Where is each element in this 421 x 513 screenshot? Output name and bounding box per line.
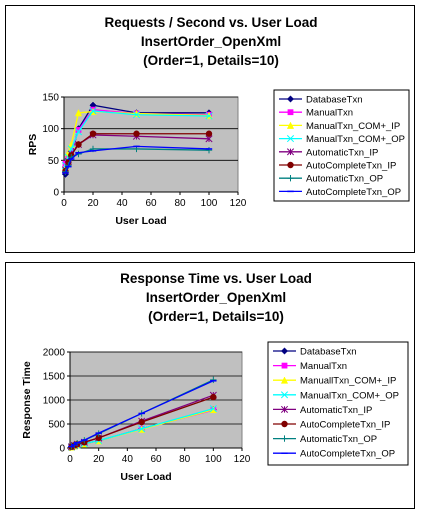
x-tick-label: 20 (87, 198, 99, 209)
y-tick-label: 150 (42, 93, 59, 104)
x-tick-label: 40 (116, 198, 128, 209)
y-tick-label: 50 (48, 156, 60, 167)
x-tick-label: 80 (174, 198, 186, 209)
y-tick-label: 100 (42, 124, 59, 135)
legend-box (273, 89, 410, 202)
legend-marker (286, 121, 295, 129)
legend-box (267, 341, 409, 466)
legend-marker (280, 347, 289, 355)
legend-marker (287, 175, 294, 182)
legend-marker (287, 161, 294, 169)
rps-chart-frame: Requests / Second vs. User Load InsertOrd… (5, 5, 415, 253)
data-point (138, 418, 145, 426)
legend-entry-label: ManualTxn (300, 361, 347, 372)
data-point (95, 434, 102, 442)
y-tick-label: 0 (53, 188, 59, 199)
data-point (74, 128, 83, 136)
data-point (75, 141, 82, 148)
data-point (75, 127, 82, 133)
data-point (210, 376, 217, 384)
legend-entry-label: AutomaticTxn_OP (300, 434, 377, 445)
y-axis-label: Response Time (21, 361, 33, 439)
legend-entry-label: AutomaticTxn_IP (300, 405, 372, 416)
y-tick-label: 500 (48, 420, 65, 431)
x-tick-label: 0 (61, 198, 67, 209)
data-point (205, 112, 213, 120)
x-axis-label: User Load (120, 471, 171, 483)
rps-chart: Requests / Second vs. User Load InsertOrd… (27, 15, 410, 227)
legend-entry-label: DatabaseTxn (306, 95, 363, 106)
x-tick-label: 60 (150, 454, 162, 465)
legend-entry-label: ManualTxn_COM+_OP (306, 134, 405, 145)
legend-marker (287, 109, 294, 116)
chart-title-line: (Order=1, Details=10) (148, 309, 284, 324)
legend-marker (286, 148, 295, 156)
chart-title-line: (Order=1, Details=10) (143, 53, 279, 68)
legend-entry-label: AutoCompleteTxn_OP (306, 187, 401, 198)
legend-entry-label: DatabaseTxn (300, 347, 357, 358)
y-axis-label: RPS (27, 134, 39, 156)
response-time-chart-frame: Response Time vs. User Load InsertOrder_O… (5, 262, 415, 509)
y-tick-label: 1000 (43, 396, 66, 407)
y-tick-label: 1500 (43, 372, 66, 383)
x-tick-label: 100 (205, 454, 222, 465)
x-tick-label: 60 (145, 198, 157, 209)
y-tick-label: 0 (59, 444, 65, 455)
y-tick-label: 2000 (43, 348, 66, 359)
legend-marker (286, 135, 295, 143)
x-axis-label: User Load (115, 215, 166, 227)
data-point (209, 405, 217, 413)
x-tick-label: 120 (230, 198, 247, 209)
legend-entry-label: ManualTxn_COM+_IP (306, 121, 400, 132)
data-point (74, 109, 83, 117)
legend-entry-label: ManualTxn (306, 108, 353, 119)
x-tick-label: 0 (67, 454, 73, 465)
data-point (138, 425, 146, 433)
legend-entry-label: AutomaticTxn_IP (306, 147, 378, 158)
chart-title-line: Response Time vs. User Load (120, 271, 312, 286)
data-point (205, 130, 213, 137)
legend-entry-label: AutoCompleteTxn_IP (306, 161, 396, 172)
legend-marker (280, 405, 289, 413)
chart-title-line: Requests / Second vs. User Load (104, 15, 317, 30)
x-tick-label: 80 (179, 454, 191, 465)
legend-entry-label: AutomaticTxn_OP (306, 174, 383, 185)
data-point (133, 130, 140, 137)
data-point (89, 107, 97, 115)
data-point (132, 111, 141, 119)
legend-marker (280, 391, 289, 399)
legend-marker (281, 435, 288, 442)
legend-entry-label: AutoCompleteTxn_IP (300, 420, 390, 431)
legend-entry-label: ManuallTxn_COM+_IP (300, 376, 396, 387)
chart-title-line: InsertOrder_OpenXml (146, 290, 286, 305)
x-tick-label: 120 (234, 454, 251, 465)
x-tick-label: 20 (93, 454, 105, 465)
legend-entry-label: AutoCompleteTxn_OP (300, 449, 395, 460)
x-tick-label: 40 (122, 454, 134, 465)
legend-marker (281, 362, 288, 369)
legend-marker (286, 95, 295, 103)
legend-marker (280, 376, 289, 384)
data-point (205, 147, 213, 154)
response-time-chart: Response Time vs. User Load InsertOrder_O… (21, 271, 409, 483)
x-tick-label: 100 (201, 198, 218, 209)
legend-marker (281, 420, 288, 428)
chart-title-line: InsertOrder_OpenXml (141, 34, 281, 49)
data-point (89, 130, 97, 137)
data-point (210, 393, 217, 401)
legend-entry-label: ManualTxn_COM+_OP (300, 390, 399, 401)
